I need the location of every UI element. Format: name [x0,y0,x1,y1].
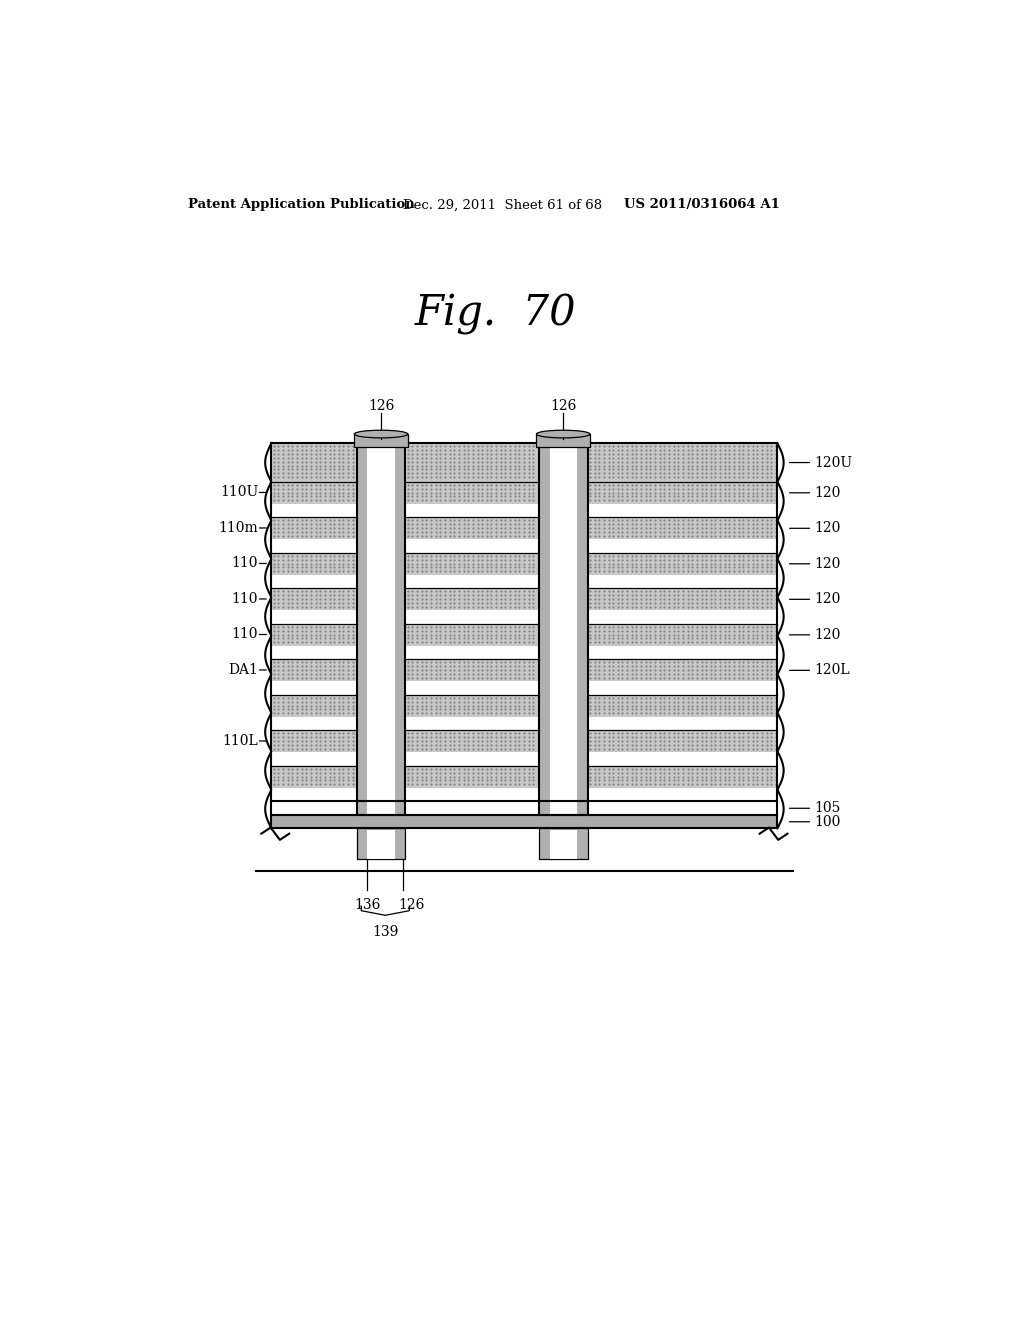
Bar [271,517,356,540]
Ellipse shape [537,430,590,438]
Text: 120: 120 [814,628,841,642]
Text: DA1: DA1 [228,663,258,677]
Bar [271,553,356,574]
Bar [406,482,539,504]
Bar [356,444,406,816]
Text: 110U: 110U [220,486,258,499]
Text: 120U: 120U [814,455,852,470]
Bar [588,574,777,589]
Bar [406,766,539,788]
Bar [271,504,356,517]
Text: 136: 136 [354,898,381,912]
Bar [588,645,777,659]
Bar [588,681,777,694]
Bar [368,830,394,859]
Bar [406,553,539,574]
Bar [550,830,577,859]
Bar [271,610,356,624]
Bar [588,540,777,553]
Text: 110: 110 [231,591,258,606]
Bar [356,444,406,816]
Bar [588,482,777,504]
Bar [271,444,356,482]
Text: 120: 120 [814,521,841,536]
Bar [588,752,777,766]
Text: 126: 126 [398,898,425,912]
Text: 139: 139 [372,924,398,939]
Bar [406,645,539,659]
Bar [539,444,588,816]
Bar [406,730,539,752]
Text: 120L: 120L [814,664,850,677]
Bar [406,752,539,766]
Bar [588,553,777,574]
Bar [406,504,539,517]
Bar [271,816,777,829]
Bar [271,645,356,659]
Text: 110: 110 [231,557,258,570]
Bar [271,788,356,801]
Text: 110m: 110m [218,521,258,535]
Bar [271,659,356,681]
Bar [588,517,777,540]
Bar [271,694,356,717]
Text: 120: 120 [814,593,841,606]
Text: 120: 120 [814,557,841,570]
Bar [588,788,777,801]
Text: Dec. 29, 2011  Sheet 61 of 68: Dec. 29, 2011 Sheet 61 of 68 [403,198,602,211]
Bar [406,694,539,717]
Bar [588,730,777,752]
Bar [588,624,777,645]
Bar [406,517,539,540]
Bar [539,829,588,859]
Bar [271,540,356,553]
Bar [354,434,408,447]
Bar [368,445,394,813]
Bar [271,589,356,610]
Text: 110L: 110L [222,734,258,748]
Bar [406,624,539,645]
Bar [588,766,777,788]
Bar [406,788,539,801]
Bar [588,659,777,681]
Bar [406,681,539,694]
Bar [271,752,356,766]
Bar [406,574,539,589]
Bar [588,504,777,517]
Bar [406,610,539,624]
Bar [406,540,539,553]
Bar [271,574,356,589]
Bar [588,717,777,730]
Bar [406,444,539,482]
Bar [271,624,356,645]
Bar [271,801,777,816]
Text: 126: 126 [368,399,394,412]
Bar [406,717,539,730]
Bar [550,445,577,813]
Bar [588,444,777,482]
Bar [271,766,356,788]
Bar [271,482,356,504]
Bar [356,829,406,859]
Bar [406,589,539,610]
Bar [539,444,588,816]
Text: 126: 126 [550,399,577,412]
Text: 120: 120 [814,486,841,500]
Text: 105: 105 [814,801,841,816]
Bar [271,717,356,730]
Bar [271,681,356,694]
Bar [588,694,777,717]
Ellipse shape [354,430,408,438]
Bar [406,659,539,681]
Text: Fig.  70: Fig. 70 [415,293,577,335]
Text: 100: 100 [814,814,841,829]
Text: US 2011/0316064 A1: US 2011/0316064 A1 [624,198,780,211]
Bar [588,610,777,624]
Text: Patent Application Publication: Patent Application Publication [188,198,415,211]
Bar [588,589,777,610]
Bar [271,730,356,752]
Text: 110: 110 [231,627,258,642]
Bar [537,434,590,447]
